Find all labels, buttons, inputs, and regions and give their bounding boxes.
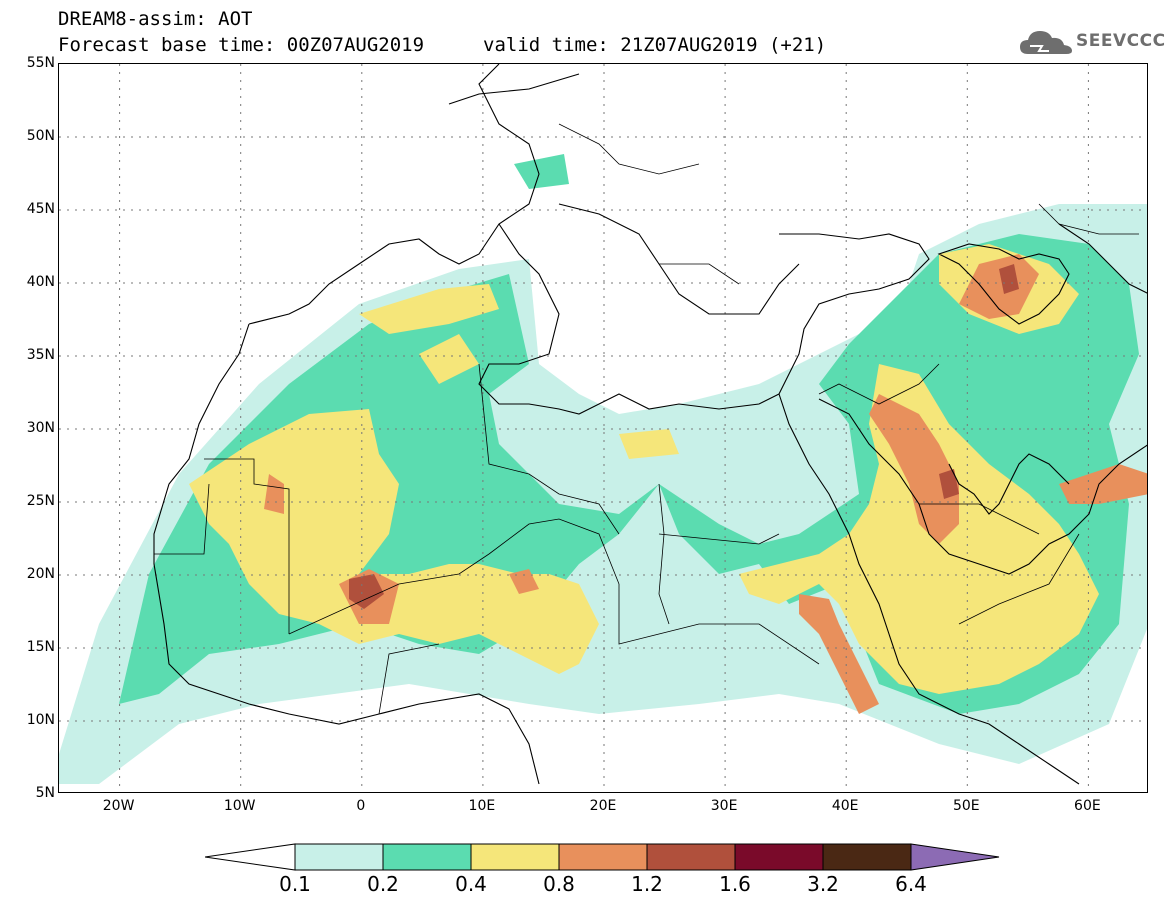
colorbar-segment (470, 843, 560, 871)
colorbar-segment (822, 843, 912, 871)
logo-text: SEEVCCC (1076, 31, 1165, 51)
colorbar-segment (646, 843, 736, 871)
colorbar-label: 1.2 (631, 872, 663, 896)
colorbar-label: 3.2 (807, 872, 839, 896)
colorbar-label: 0.1 (279, 872, 311, 896)
colorbar-label: 0.4 (455, 872, 487, 896)
map-plot (59, 64, 1147, 792)
lon-label: 10E (468, 798, 496, 814)
country-borders (154, 123, 1139, 715)
lon-label: 20W (102, 798, 135, 814)
colorbar-segment (205, 843, 296, 871)
lon-label: 10W (223, 798, 256, 814)
lon-label: 50E (952, 798, 980, 814)
colorbar-label: 1.6 (719, 872, 751, 896)
colorbar (205, 843, 1000, 871)
aot-field-1.2 (349, 264, 1019, 609)
lon-label: 0 (356, 798, 366, 814)
lon-label: 60E (1074, 798, 1101, 814)
lat-label: 5N (35, 785, 55, 801)
map-title: DREAM8-assim: AOT (58, 8, 253, 30)
cloud-icon (1020, 31, 1072, 54)
lat-label: 40N (26, 274, 55, 290)
colorbar-segment (734, 843, 824, 871)
lat-label: 25N (26, 493, 55, 509)
lat-label: 50N (26, 128, 55, 144)
lat-label: 45N (26, 201, 55, 217)
lat-label: 15N (26, 639, 55, 655)
coastlines (153, 64, 1147, 785)
lat-label: 20N (26, 566, 55, 582)
lon-label: 20E (589, 798, 617, 814)
lat-label: 10N (26, 712, 55, 728)
colorbar-label: 0.2 (367, 872, 399, 896)
lat-label: 35N (26, 347, 55, 363)
colorbar-label: 6.4 (895, 872, 927, 896)
lon-label: 40E (831, 798, 859, 814)
lat-label: 55N (26, 55, 55, 71)
graticule (59, 64, 1147, 792)
colorbar-label: 0.8 (543, 872, 575, 896)
seevccc-logo: SEEVCCC (1018, 26, 1165, 58)
colorbar-segment (294, 843, 384, 871)
lon-label: 30E (710, 798, 738, 814)
forecast-base-time: Forecast base time: 00Z07AUG2019 (58, 34, 425, 56)
valid-time: valid time: 21Z07AUG2019 (+21) (483, 34, 827, 56)
colorbar-segment (382, 843, 472, 871)
aot-map (58, 63, 1148, 793)
lat-label: 30N (26, 420, 55, 436)
colorbar-segment (910, 843, 1000, 871)
colorbar-segment (558, 843, 648, 871)
